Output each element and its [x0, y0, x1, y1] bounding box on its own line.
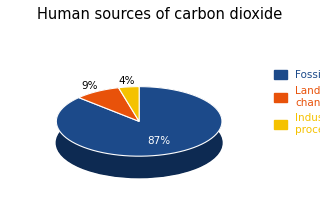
- Polygon shape: [118, 87, 139, 109]
- Legend: Fossil fuel use, Land use
changes, Industrial
processes: Fossil fuel use, Land use changes, Indus…: [275, 70, 320, 135]
- Polygon shape: [79, 88, 139, 121]
- Text: 4%: 4%: [119, 76, 135, 86]
- Text: 87%: 87%: [147, 136, 171, 146]
- Polygon shape: [56, 87, 222, 178]
- Text: Human sources of carbon dioxide: Human sources of carbon dioxide: [37, 7, 283, 22]
- Polygon shape: [56, 87, 222, 156]
- Polygon shape: [79, 88, 118, 119]
- Polygon shape: [118, 87, 139, 121]
- Ellipse shape: [56, 108, 222, 178]
- Text: 9%: 9%: [81, 81, 98, 91]
